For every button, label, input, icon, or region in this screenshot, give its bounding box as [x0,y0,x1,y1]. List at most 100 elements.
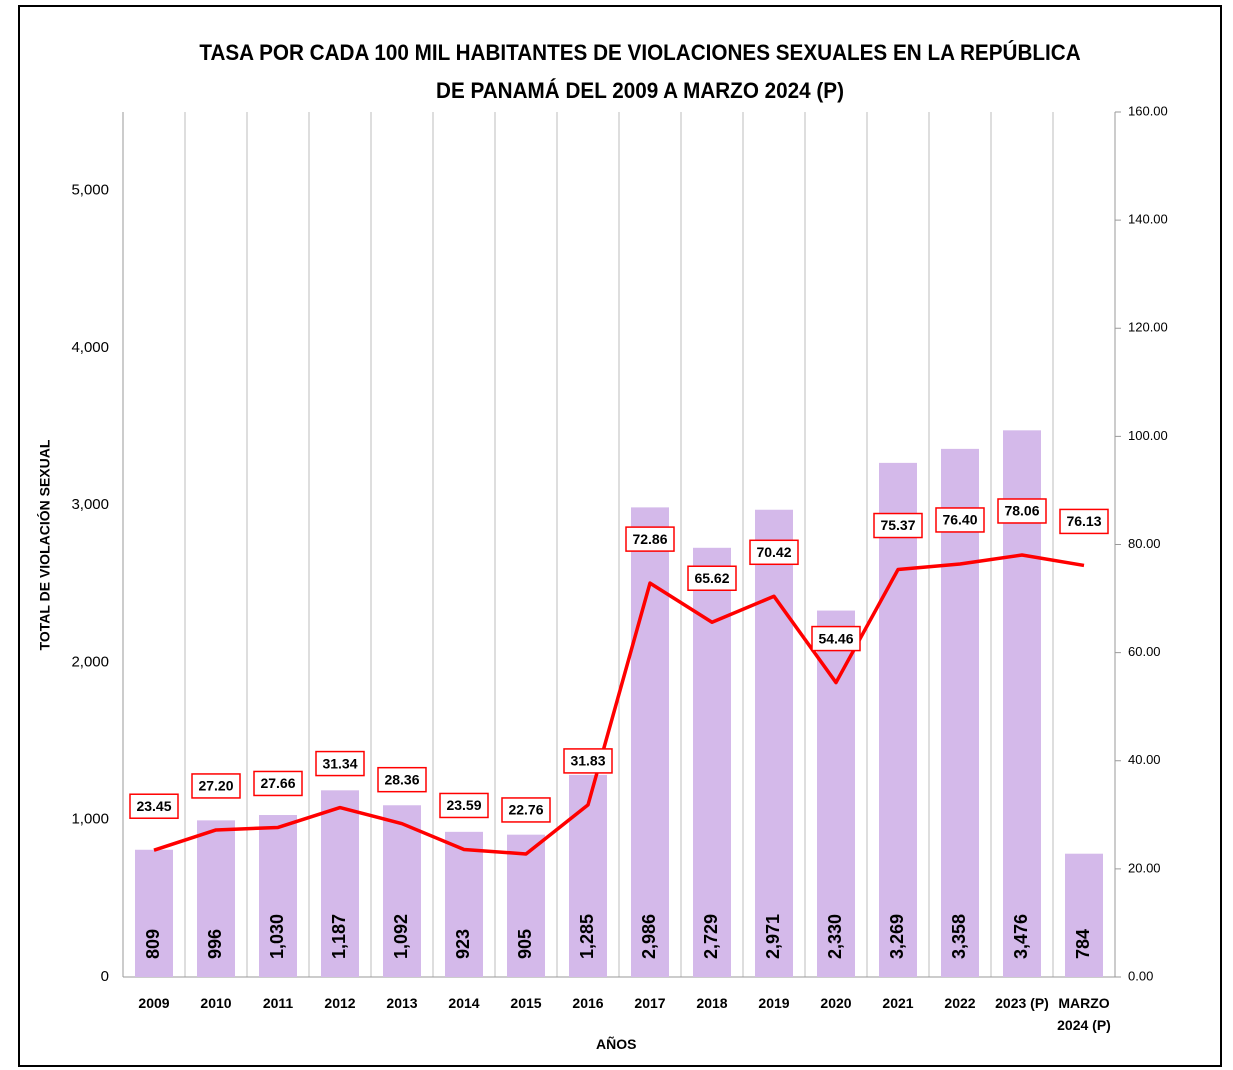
bar-label: 2,971 [763,914,783,959]
x-tick-label: MARZO 2024 (P) [1057,995,1111,1033]
y2-tick-label: 160.00 [1128,103,1168,118]
line-label: 28.36 [384,771,419,787]
label-box [749,539,799,566]
line-label: 31.83 [570,753,605,769]
line-label: 23.45 [136,798,171,814]
label-box [439,792,489,819]
x-tick-label: 2020 [820,995,852,1011]
label-box [687,565,737,591]
line-label: 76.40 [942,512,977,528]
y2-tick-label: 140.00 [1128,212,1168,227]
x-tick-label: 2018 [696,995,728,1011]
x-tick-label: 2017 [634,995,666,1011]
x-tick-label: 2014 [448,995,480,1011]
bar-label: 2,330 [825,914,845,959]
line-label: 75.37 [880,517,915,533]
line-label: 27.66 [260,775,295,791]
label-box [811,625,861,652]
bar-label: 905 [515,929,535,959]
label-box [253,770,303,797]
x-tick-label: 2019 [758,995,790,1011]
bar [631,507,669,977]
bar-label: 923 [453,929,473,959]
y2-tick-label: 40.00 [1128,752,1161,767]
label-box [563,748,613,774]
bar-label: 1,187 [329,914,349,959]
label-box [501,797,551,823]
bar [569,774,607,977]
label-box [129,793,179,819]
bar [321,790,359,977]
label-box [377,766,427,793]
x-tick-label: 2010 [200,995,232,1011]
y2-tick-label: 0.00 [1128,968,1153,983]
chart-title: TASA POR CADA 100 MIL HABITANTES DE VIOL… [199,40,1081,103]
y-tick-label: 4,000 [71,339,109,356]
line-label: 27.20 [198,778,233,794]
bar-label: 2,986 [639,914,659,959]
x-tick-label: 2016 [572,995,604,1011]
y-tick-label: 5,000 [71,182,109,199]
bar-label: 996 [205,929,225,959]
line-label: 65.62 [694,570,729,586]
line-label: 22.76 [508,802,543,818]
bar [135,849,173,977]
bar [507,834,545,977]
label-box [1059,508,1109,535]
bar-label: 3,358 [949,914,969,959]
bar [693,547,731,977]
bar-label: 784 [1073,929,1093,959]
bar-label: 3,269 [887,914,907,959]
bar-label: 1,030 [267,914,287,959]
bar [259,815,297,977]
y-tick-label: 3,000 [71,496,109,513]
x-tick-label: 2012 [324,995,356,1011]
bar-label: 1,285 [577,914,597,959]
line-label: 31.34 [322,755,357,771]
y-tick-label: 2,000 [71,653,109,670]
x-tick-label: 2015 [510,995,542,1011]
y2-tick-label: 120.00 [1128,320,1168,335]
y2-tick-label: 80.00 [1128,536,1161,551]
bar-label: 809 [143,929,163,959]
label-box [315,750,365,777]
label-box [935,507,985,533]
x-tick-label: 2011 [262,995,294,1011]
bar [755,509,793,977]
bar-label: 2,729 [701,914,721,959]
y-axis-label: TOTAL DE VIOLACIÓN SEXUAL [36,439,53,650]
bar [445,831,483,977]
line-label: 78.06 [1004,503,1039,519]
line-label: 54.46 [818,630,853,646]
bar [197,820,235,977]
frame [18,5,1222,1067]
bar [879,462,917,977]
y2-tick-label: 100.00 [1128,428,1168,443]
line-label: 23.59 [446,797,481,813]
y-tick-label: 1,000 [71,811,109,828]
bar-label: 3,476 [1011,914,1031,959]
x-tick-label: 2009 [138,995,170,1011]
x-tick-label: 2013 [386,995,418,1011]
line-label: 70.42 [756,544,791,560]
y-tick-label: 0 [101,968,109,985]
x-tick-label: 2022 [944,995,976,1011]
bar [817,610,855,977]
label-box [191,773,241,799]
line-label: 76.13 [1066,513,1101,529]
bar [383,805,421,977]
x-tick-label: 2023 (P) [995,995,1049,1011]
y2-tick-label: 60.00 [1128,644,1161,659]
label-box [997,498,1047,524]
label-box [625,526,675,552]
label-box [873,512,923,539]
bar-label: 1,092 [391,914,411,959]
line [153,553,1085,856]
bar [1065,853,1103,977]
y2-tick-label: 20.00 [1128,860,1161,875]
line-label: 72.86 [632,531,667,547]
bar [941,448,979,977]
x-tick-label: 2021 [882,995,914,1011]
